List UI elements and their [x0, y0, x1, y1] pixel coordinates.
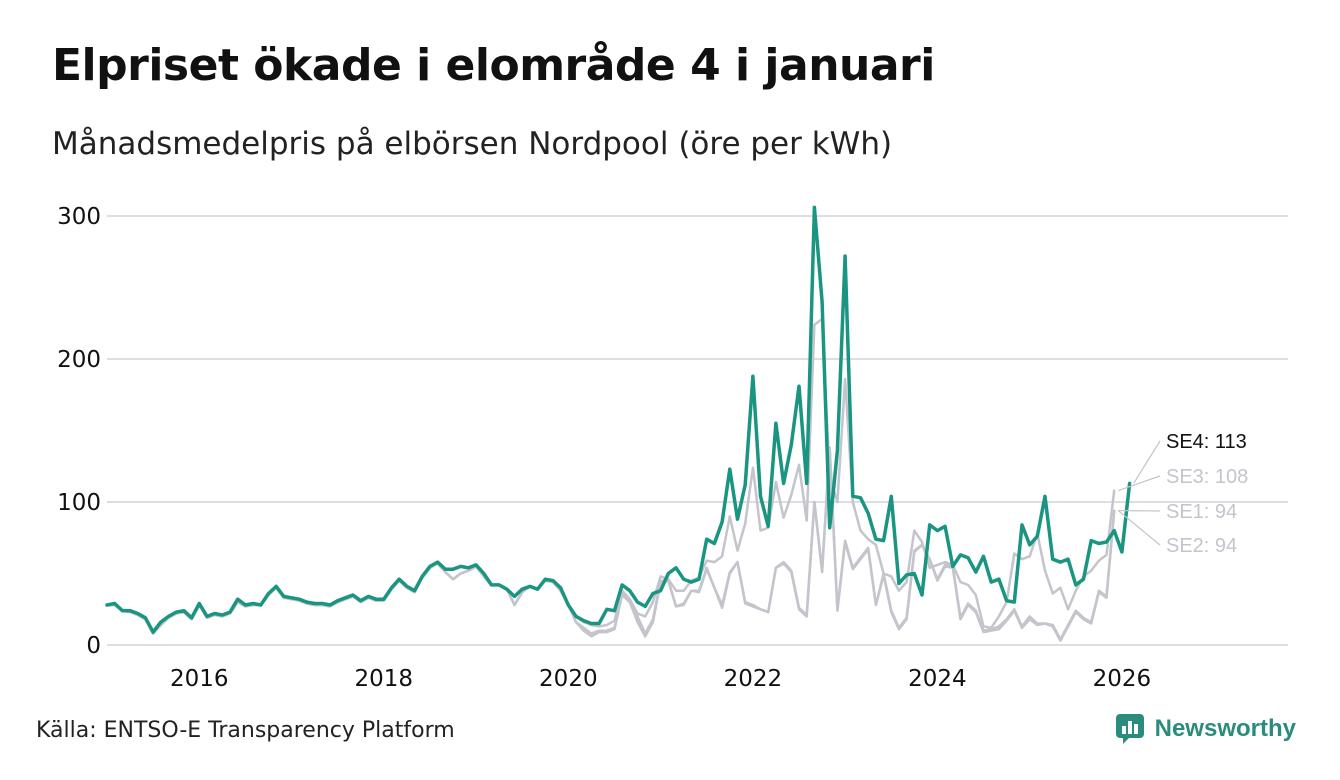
end-label-se3: SE3: 108 — [1166, 466, 1248, 488]
brand-name: Newsworthy — [1154, 715, 1296, 742]
brand-logo: Newsworthy — [1115, 713, 1296, 745]
label-leader-se3 — [1118, 475, 1161, 492]
y-tick-label: 300 — [57, 204, 101, 230]
x-tick-label: 2020 — [539, 666, 598, 692]
x-tick-label: 2024 — [908, 666, 967, 692]
line-chart: 0 100 200 300 2016 2018 2020 2022 2024 2026 SE4:… — [57, 204, 1288, 692]
x-axis: 2016 2018 2020 2022 2024 2026 — [170, 666, 1151, 692]
y-axis: 0 100 200 300 — [57, 204, 101, 659]
series-line-se4 — [105, 205, 1132, 634]
y-tick-label: 0 — [86, 633, 101, 659]
newsworthy-logo-icon — [1115, 714, 1144, 744]
label-leader-se2 — [1117, 510, 1161, 546]
x-tick-label: 2016 — [170, 666, 229, 692]
end-label-se4: SE4: 113 — [1166, 431, 1247, 453]
x-tick-label: 2022 — [724, 666, 783, 692]
gridlines — [107, 215, 1288, 646]
x-tick-label: 2026 — [1093, 666, 1152, 692]
end-label-se2: SE2: 94 — [1166, 535, 1237, 557]
label-leader-se4 — [1133, 440, 1161, 484]
chart-title: Elpriset ökade i elområde 4 i januari — [52, 40, 935, 91]
y-tick-label: 100 — [57, 490, 101, 516]
series-line-se3 — [105, 317, 1116, 635]
end-label-se1: SE1: 94 — [1166, 501, 1237, 523]
y-tick-label: 200 — [57, 347, 101, 373]
chart-subtitle: Månadsmedelpris på elbörsen Nordpool (ör… — [52, 126, 893, 162]
source-note: Källa: ENTSO-E Transparency Platform — [36, 718, 455, 743]
x-tick-label: 2018 — [355, 666, 414, 692]
series-end-labels: SE4: 113 SE3: 108 SE1: 94 SE2: 94 — [1117, 431, 1248, 557]
series-lines — [105, 205, 1132, 642]
